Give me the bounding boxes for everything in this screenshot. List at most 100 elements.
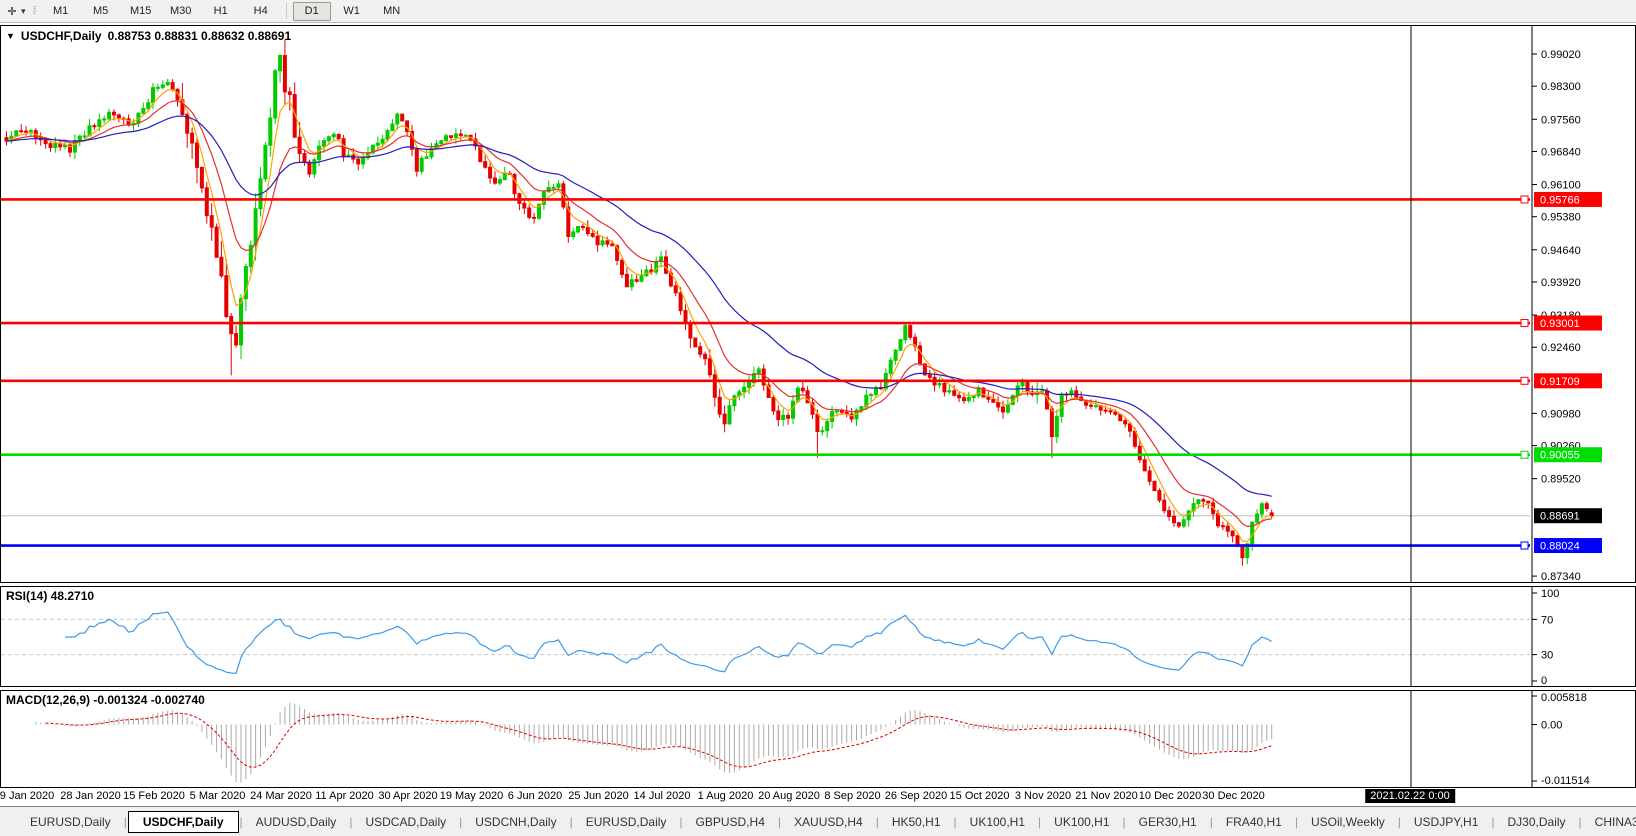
- time-axis-label: 10 Dec 2020: [1138, 790, 1202, 802]
- time-axis-label: 5 Mar 2020: [189, 790, 246, 802]
- timeframe-button-m15[interactable]: M15: [129, 5, 152, 17]
- chart-symbol-period: USDCHF,Daily: [20, 29, 102, 43]
- rsi-panel[interactable]: RSI(14) 48.2710 100 70 30 0: [0, 586, 1636, 687]
- time-axis-label: 15 Oct 2020: [949, 790, 1010, 802]
- toolbar-separator: [285, 3, 287, 19]
- svg-text:0: 0: [1541, 675, 1547, 686]
- svg-text:0.98300: 0.98300: [1541, 81, 1581, 93]
- level-price-badge: [1534, 373, 1602, 389]
- time-axis-label: 11 Apr 2020: [315, 790, 374, 802]
- chart-cursor-icon[interactable]: ✛: [7, 5, 17, 18]
- tab-separator: |: [1397, 814, 1401, 829]
- ma-mid-red: [6, 100, 1272, 528]
- level-price-badge: [1534, 447, 1602, 463]
- main-chart-panel[interactable]: ▼ USDCHF,Daily 0.88753 0.88831 0.88632 0…: [0, 25, 1636, 583]
- tab-fra40-h1[interactable]: FRA40,H1: [1225, 814, 1282, 829]
- level-price-badge: [1534, 191, 1602, 207]
- tab-usdcad-daily[interactable]: USDCAD,Daily: [365, 814, 447, 829]
- svg-text:100: 100: [1541, 588, 1559, 600]
- svg-text:0.89520: 0.89520: [1541, 474, 1581, 486]
- timeframe-button-h1[interactable]: H1: [213, 5, 228, 17]
- bull-candle-bodies: [9, 55, 1264, 559]
- svg-text:0.95766: 0.95766: [1540, 194, 1580, 206]
- timeframe-button-m30[interactable]: M30: [169, 5, 192, 17]
- macd-chart[interactable]: 0.005818 0.00 -0.011514: [1, 691, 1635, 787]
- chart-ohlc-values: 0.88753 0.88831 0.88632 0.88691: [107, 29, 292, 43]
- svg-text:0.93001: 0.93001: [1540, 318, 1580, 330]
- svg-text:0.96100: 0.96100: [1541, 180, 1581, 192]
- tab-eurusd-daily[interactable]: EURUSD,Daily: [585, 814, 667, 829]
- tab-china300-h1[interactable]: CHINA300,H1: [1594, 814, 1636, 829]
- time-axis-label: 9 Jan 2020: [0, 790, 55, 802]
- time-axis-label: 3 Nov 2020: [1014, 790, 1072, 802]
- tab-separator: |: [239, 814, 243, 829]
- chart-tabs-bar: EURUSD,Daily | USDCHF,Daily | AUDUSD,Daily | U…: [0, 806, 1636, 836]
- svg-text:0.005818: 0.005818: [1541, 692, 1587, 704]
- svg-text:0.90980: 0.90980: [1541, 408, 1581, 420]
- macd-panel[interactable]: MACD(12,26,9) -0.001324 -0.002740 0.0058…: [0, 690, 1636, 788]
- level-price-badge: [1534, 538, 1602, 554]
- tab-separator: |: [1038, 814, 1042, 829]
- rsi-line: [65, 611, 1272, 675]
- time-axis-label: 19 May 2020: [439, 790, 504, 802]
- tab-ger30-h1[interactable]: GER30,H1: [1138, 814, 1197, 829]
- tab-usoil-weekly[interactable]: USOil,Weekly: [1310, 814, 1385, 829]
- timeframe-button-m1[interactable]: M1: [53, 5, 69, 17]
- tab-separator: |: [569, 814, 573, 829]
- tab-separator: |: [349, 814, 353, 829]
- time-axis-label: 25 Jun 2020: [568, 790, 629, 802]
- timeframe-button-h4[interactable]: H4: [253, 5, 268, 17]
- tab-separator: |: [1294, 814, 1298, 829]
- toolbar-grip[interactable]: ⁞⁞: [32, 5, 37, 17]
- tab-separator: |: [1578, 814, 1582, 829]
- tab-hk50-h1[interactable]: HK50,H1: [891, 814, 941, 829]
- tab-separator: |: [1491, 814, 1495, 829]
- price-chart[interactable]: 0.99020 0.98300 0.97560 0.96840 0.96100 0.953…: [1, 26, 1635, 582]
- tab-usdcnh-daily[interactable]: USDCNH,Daily: [475, 814, 557, 829]
- rsi-label: RSI(14) 48.2710: [6, 589, 95, 603]
- time-axis-label: 14 Jul 2020: [633, 790, 691, 802]
- tab-eurusd-daily[interactable]: EURUSD,Daily: [30, 814, 111, 829]
- ma-slow-blue: [6, 115, 1272, 497]
- macd-label: MACD(12,26,9) -0.001324 -0.002740: [6, 693, 205, 707]
- rsi-chart[interactable]: 100 70 30 0: [1, 587, 1635, 686]
- tab-dj30-daily[interactable]: DJ30,Daily: [1507, 814, 1566, 829]
- svg-text:0.87340: 0.87340: [1541, 571, 1581, 582]
- tab-gbpusd-h4[interactable]: GBPUSD,H4: [695, 814, 765, 829]
- timeframe-button-w1[interactable]: W1: [343, 5, 360, 17]
- svg-text:0.99020: 0.99020: [1541, 49, 1581, 61]
- chevron-down-icon[interactable]: ▾: [21, 5, 26, 16]
- timeframe-button-m5[interactable]: M5: [93, 5, 109, 17]
- time-axis-label: 20 Aug 2020: [758, 790, 820, 802]
- time-axis-label: 8 Sep 2020: [824, 790, 881, 802]
- timeframe-button-d1[interactable]: D1: [292, 1, 331, 21]
- tab-xauusd-h4[interactable]: XAUUSD,H4: [794, 814, 863, 829]
- tab-audusd-daily[interactable]: AUDUSD,Daily: [255, 814, 337, 829]
- time-axis-label: 30 Apr 2020: [378, 790, 438, 802]
- svg-text:-0.011514: -0.011514: [1541, 775, 1590, 787]
- tab-separator: |: [459, 814, 463, 829]
- svg-text:70: 70: [1541, 614, 1553, 626]
- tab-uk100-h1[interactable]: UK100,H1: [969, 814, 1026, 829]
- vline-date-label: 2021.02.22 0:00: [1365, 789, 1455, 803]
- tab-uk100-h1[interactable]: UK100,H1: [1054, 814, 1110, 829]
- timeframe-button-mn[interactable]: MN: [383, 5, 401, 17]
- svg-text:0.95380: 0.95380: [1541, 212, 1581, 224]
- tab-usdjpy-h1[interactable]: USDJPY,H1: [1413, 814, 1479, 829]
- current-price-badge: [1534, 508, 1602, 524]
- tab-separator: |: [777, 814, 782, 829]
- svg-text:0.90055: 0.90055: [1540, 450, 1580, 462]
- tab-usdchf-daily[interactable]: USDCHF,Daily: [127, 810, 239, 833]
- svg-text:0.93920: 0.93920: [1541, 277, 1581, 289]
- tab-separator: |: [679, 814, 683, 829]
- chart-dropdown-icon[interactable]: ▼: [6, 31, 15, 41]
- timeframe-toolbar: ✛ ▾ ⁞⁞ M1 M5 M15 M30 H1 H4 D1 W1 MN: [0, 0, 1636, 23]
- time-axis-label: 28 Jan 2020: [60, 790, 121, 802]
- level-price-badge: [1534, 315, 1602, 331]
- tab-separator: |: [953, 814, 957, 829]
- bull-candle-wicks: [10, 54, 1263, 564]
- time-axis-label: 21 Nov 2020: [1075, 790, 1138, 802]
- svg-text:0.94640: 0.94640: [1541, 245, 1581, 257]
- tab-separator: |: [1209, 814, 1213, 829]
- time-axis-label: 6 Jun 2020: [507, 790, 563, 802]
